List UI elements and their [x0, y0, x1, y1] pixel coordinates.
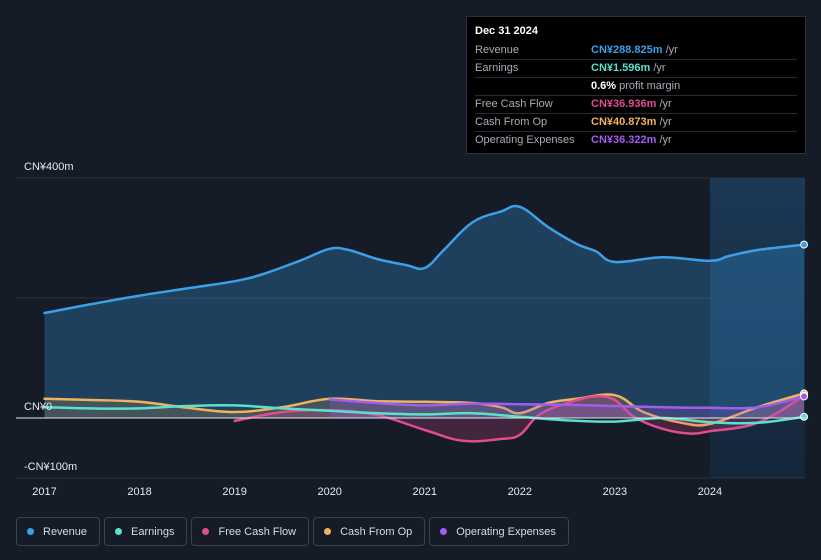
tooltip-row: Revenue CN¥288.825m/yr — [475, 42, 797, 59]
tooltip-label: Revenue — [475, 44, 520, 56]
operating-expenses-endpoint — [800, 392, 809, 401]
x-tick-label: 2022 — [508, 486, 532, 498]
tooltip-row: Free Cash Flow CN¥36.936m/yr — [475, 95, 797, 113]
x-tick-label: 2021 — [413, 486, 437, 498]
x-tick-label: 2017 — [32, 486, 56, 498]
tooltip-label: Earnings — [475, 62, 519, 74]
legend-dot-icon — [440, 528, 448, 535]
cash-from-op-area — [44, 393, 804, 426]
free-cash-flow-area — [234, 395, 805, 442]
tooltip-unit: profit margin — [619, 80, 681, 92]
legend-item-operating-expenses[interactable]: Operating Expenses — [429, 517, 569, 546]
tooltip-unit: /yr — [659, 98, 672, 110]
x-tick-label: 2024 — [698, 486, 722, 498]
tooltip-unit: /yr — [665, 44, 678, 56]
legend-item-free-cash-flow[interactable]: Free Cash Flow — [191, 517, 310, 546]
tooltip-value: 0.6% — [591, 80, 617, 92]
x-tick-label: 2018 — [127, 486, 151, 498]
tooltip-value: CN¥36.322m — [591, 134, 657, 146]
data-tooltip: Dec 31 2024 Revenue CN¥288.825m/yr Earning… — [466, 16, 806, 154]
revenue-line — [43, 204, 806, 315]
y-tick-label: -CN¥100m — [24, 461, 77, 473]
legend-dot-icon — [115, 528, 123, 535]
tooltip-row: Cash From Op CN¥40.873m/yr — [475, 113, 797, 131]
chart-legend: Revenue Earnings Free Cash Flow Cash From O… — [16, 517, 573, 546]
x-tick-label: 2020 — [317, 486, 341, 498]
legend-label: Cash From Op — [340, 525, 413, 538]
legend-label: Operating Expenses — [456, 525, 556, 538]
legend-item-cash-from-op[interactable]: Cash From Op — [313, 517, 426, 546]
legend-item-earnings[interactable]: Earnings — [104, 517, 188, 546]
tooltip-value: CN¥1.596m — [591, 62, 651, 74]
tooltip-value: CN¥288.825m — [591, 44, 663, 56]
x-tick-label: 2019 — [222, 486, 246, 498]
tooltip-label: Free Cash Flow — [475, 98, 553, 110]
legend-label: Revenue — [43, 525, 88, 538]
legend-item-revenue[interactable]: Revenue — [16, 517, 101, 546]
tooltip-row: 0.6% profit margin — [475, 77, 797, 95]
tooltip-value: CN¥36.936m — [591, 98, 657, 110]
tooltip-unit: /yr — [653, 62, 666, 74]
tooltip-label: Cash From Op — [475, 116, 548, 128]
legend-dot-icon — [27, 528, 34, 535]
earnings-endpoint — [800, 412, 809, 421]
tooltip-row: Operating Expenses CN¥36.322m/yr — [475, 131, 797, 149]
y-tick-label: CN¥0 — [24, 401, 52, 413]
tooltip-date: Dec 31 2024 — [475, 25, 538, 37]
tooltip-unit: /yr — [659, 134, 672, 146]
legend-label: Earnings — [131, 525, 175, 538]
y-tick-label: CN¥400m — [24, 161, 74, 173]
operating-expenses-line — [328, 395, 806, 410]
revenue-area — [44, 205, 804, 418]
tooltip-unit: /yr — [659, 116, 672, 128]
tooltip-label — [475, 78, 591, 95]
forecast-region — [709, 178, 805, 478]
tooltip-value: CN¥40.873m — [591, 116, 657, 128]
tooltip-label: Operating Expenses — [475, 134, 575, 146]
legend-dot-icon — [324, 528, 332, 535]
x-tick-label: 2023 — [603, 486, 627, 498]
tooltip-row: Earnings CN¥1.596m/yr — [475, 59, 797, 77]
legend-dot-icon — [202, 528, 210, 535]
legend-label: Free Cash Flow — [218, 525, 297, 538]
earnings-line — [43, 404, 806, 425]
revenue-endpoint — [800, 240, 809, 249]
